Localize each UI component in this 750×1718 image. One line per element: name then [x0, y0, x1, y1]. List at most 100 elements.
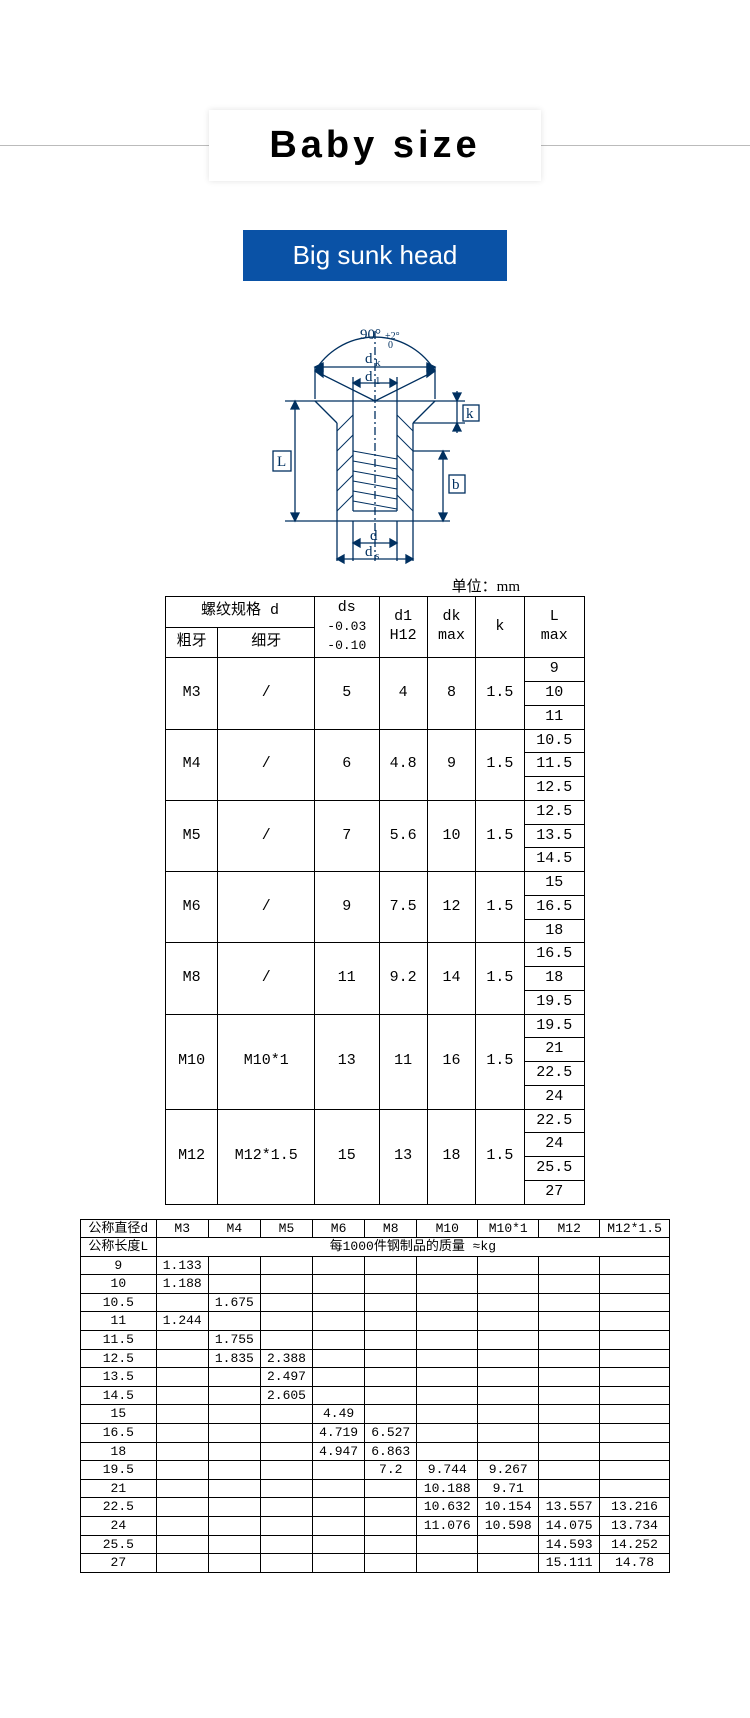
- cell-dk: 8: [427, 658, 475, 729]
- cell-L: 19.5: [524, 990, 584, 1014]
- cell-length: 10: [81, 1275, 157, 1294]
- cell-weight: [539, 1312, 600, 1331]
- cell-weight: [539, 1442, 600, 1461]
- cell-d1: 7.5: [379, 872, 427, 943]
- cell-weight: [539, 1424, 600, 1443]
- table-row: M6/97.5121.515: [166, 872, 585, 896]
- table-row: M3/5481.59: [166, 658, 585, 682]
- cell-weight: [417, 1293, 478, 1312]
- cell-weight: [600, 1349, 670, 1368]
- cell-L: 22.5: [524, 1109, 584, 1133]
- cell-weight: [156, 1442, 208, 1461]
- cell-weight: [417, 1275, 478, 1294]
- cell-weight: [208, 1405, 260, 1424]
- cell-L: 12.5: [524, 800, 584, 824]
- cell-weight: [417, 1405, 478, 1424]
- subtitle-section: Big sunk head: [0, 230, 750, 281]
- table-row: 154.49: [81, 1405, 670, 1424]
- spec-table-body: M3/5481.591011M4/64.891.510.511.512.5M5/…: [166, 658, 585, 1204]
- cell-coarse: M4: [166, 729, 218, 800]
- table-row: 184.9476.863: [81, 1442, 670, 1461]
- cell-weight: [260, 1479, 312, 1498]
- cell-length: 16.5: [81, 1424, 157, 1443]
- svg-text:d: d: [370, 528, 378, 544]
- cell-length: 24: [81, 1517, 157, 1536]
- page-title-section: Baby size: [0, 100, 750, 190]
- cell-weight: [313, 1386, 365, 1405]
- cell-weight: 6.527: [365, 1424, 417, 1443]
- cell-weight: [260, 1275, 312, 1294]
- cell-weight: 9.267: [478, 1461, 539, 1480]
- cell-weight: [208, 1554, 260, 1573]
- cell-weight: [260, 1405, 312, 1424]
- cell-ds: 5: [315, 658, 379, 729]
- cell-length: 15: [81, 1405, 157, 1424]
- cell-weight: 11.076: [417, 1517, 478, 1536]
- cell-weight: 4.719: [313, 1424, 365, 1443]
- cell-weight: [208, 1535, 260, 1554]
- cell-fine: /: [218, 872, 315, 943]
- cell-weight: [600, 1368, 670, 1387]
- cell-weight: [156, 1535, 208, 1554]
- cell-weight: 7.2: [365, 1461, 417, 1480]
- cell-L: 16.5: [524, 943, 584, 967]
- cell-weight: [365, 1349, 417, 1368]
- header-col: M8: [365, 1219, 417, 1238]
- cell-k: 1.5: [476, 872, 524, 943]
- cell-weight: [208, 1424, 260, 1443]
- cell-weight: [417, 1331, 478, 1350]
- cell-weight: [478, 1331, 539, 1350]
- header-coarse: 粗牙: [166, 627, 218, 658]
- cell-weight: [417, 1424, 478, 1443]
- cell-L: 18: [524, 919, 584, 943]
- cell-L: 24: [524, 1133, 584, 1157]
- page-title: Baby size: [209, 110, 540, 181]
- technical-diagram: 90° +2° 0: [0, 311, 750, 571]
- cell-length: 12.5: [81, 1349, 157, 1368]
- cell-weight: [208, 1461, 260, 1480]
- header-d1: d1 H12: [379, 597, 427, 658]
- svg-text:s: s: [375, 550, 379, 562]
- cell-weight: [156, 1368, 208, 1387]
- cell-weight: [313, 1293, 365, 1312]
- cell-weight: [539, 1386, 600, 1405]
- spec-table: 螺纹规格 d ds -0.03 -0.10 d1 H12 dk max k L …: [165, 596, 585, 1205]
- cell-weight: 14.78: [600, 1554, 670, 1573]
- cell-L: 21: [524, 1038, 584, 1062]
- cell-weight: 4.947: [313, 1442, 365, 1461]
- svg-text:b: b: [452, 477, 460, 493]
- cell-weight: [539, 1461, 600, 1480]
- cell-L: 14.5: [524, 848, 584, 872]
- cell-weight: [260, 1331, 312, 1350]
- cell-weight: 9.71: [478, 1479, 539, 1498]
- cell-weight: [156, 1386, 208, 1405]
- cell-weight: [208, 1498, 260, 1517]
- cell-weight: [365, 1256, 417, 1275]
- table-row: 111.244: [81, 1312, 670, 1331]
- cell-weight: [208, 1275, 260, 1294]
- cell-weight: [260, 1461, 312, 1480]
- subtitle: Big sunk head: [243, 230, 508, 281]
- cell-length: 19.5: [81, 1461, 157, 1480]
- cell-d1: 4.8: [379, 729, 427, 800]
- cell-weight: [313, 1535, 365, 1554]
- unit-label: 单位：mm: [80, 575, 670, 596]
- cell-ds: 13: [315, 1014, 379, 1109]
- cell-length: 11.5: [81, 1331, 157, 1350]
- cell-fine: /: [218, 729, 315, 800]
- svg-text:k: k: [466, 406, 474, 422]
- cell-weight: [539, 1349, 600, 1368]
- cell-weight: 14.593: [539, 1535, 600, 1554]
- cell-weight: [365, 1554, 417, 1573]
- cell-weight: [539, 1405, 600, 1424]
- cell-weight: [478, 1386, 539, 1405]
- cell-weight: [313, 1368, 365, 1387]
- cell-weight: [600, 1312, 670, 1331]
- cell-weight: [365, 1331, 417, 1350]
- cell-weight: [600, 1275, 670, 1294]
- cell-d1: 4: [379, 658, 427, 729]
- cell-weight: [313, 1517, 365, 1536]
- cell-L: 24: [524, 1085, 584, 1109]
- cell-fine: /: [218, 943, 315, 1014]
- table-row: M10M10*11311161.519.5: [166, 1014, 585, 1038]
